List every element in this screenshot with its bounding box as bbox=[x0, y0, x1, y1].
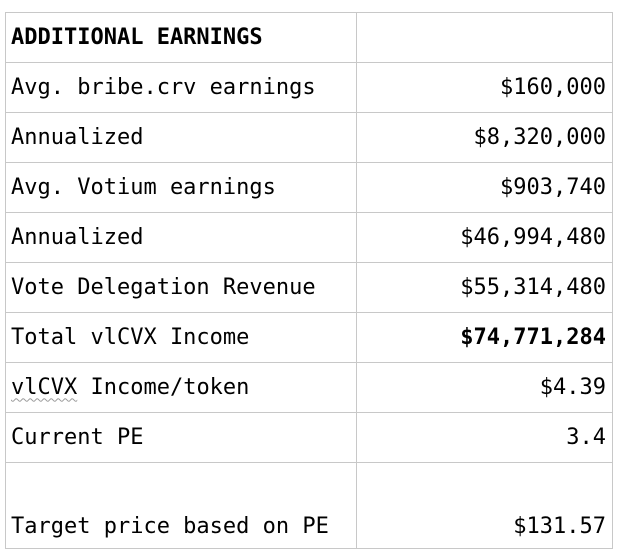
row-value: $4.39 bbox=[356, 362, 613, 413]
row-value: $46,994,480 bbox=[356, 212, 613, 263]
row-value: $8,320,000 bbox=[356, 112, 613, 163]
row-label: Vote Delegation Revenue bbox=[5, 262, 357, 313]
table-row: Annualized $46,994,480 bbox=[5, 212, 613, 263]
row-label-rest: Income/token bbox=[77, 374, 250, 400]
total-income-value: $74,771,284 bbox=[356, 312, 613, 363]
row-label: Total vlCVX Income bbox=[5, 312, 357, 363]
additional-earnings-table: ADDITIONAL EARNINGS Avg. bribe.crv earni… bbox=[5, 12, 613, 549]
row-value: $55,314,480 bbox=[356, 262, 613, 313]
table-row-total: Total vlCVX Income $74,771,284 bbox=[5, 312, 613, 363]
row-label: Target price based on PE bbox=[5, 462, 357, 549]
row-label: Annualized bbox=[5, 112, 357, 163]
row-value: $903,740 bbox=[356, 162, 613, 213]
table-row: Avg. Votium earnings $903,740 bbox=[5, 162, 613, 213]
row-label: Current PE bbox=[5, 412, 357, 463]
table-title: ADDITIONAL EARNINGS bbox=[5, 12, 357, 63]
table-header-row: ADDITIONAL EARNINGS bbox=[5, 12, 613, 63]
table-row: vlCVX Income/token $4.39 bbox=[5, 362, 613, 413]
table-row: Current PE 3.4 bbox=[5, 412, 613, 463]
target-price-value: $131.57 bbox=[356, 462, 613, 549]
row-value: 3.4 bbox=[356, 412, 613, 463]
row-value: $160,000 bbox=[356, 62, 613, 113]
row-label: Avg. Votium earnings bbox=[5, 162, 357, 213]
table-row: Target price based on PE $131.57 bbox=[5, 462, 613, 549]
row-label: Annualized bbox=[5, 212, 357, 263]
table-header-empty-cell bbox=[356, 12, 613, 63]
table-row: Vote Delegation Revenue $55,314,480 bbox=[5, 262, 613, 313]
table-row: Annualized $8,320,000 bbox=[5, 112, 613, 163]
row-label: Avg. bribe.crv earnings bbox=[5, 62, 357, 113]
table-row: Avg. bribe.crv earnings $160,000 bbox=[5, 62, 613, 113]
row-label: vlCVX Income/token bbox=[5, 362, 357, 413]
spellcheck-underlined-word: vlCVX bbox=[11, 374, 78, 400]
